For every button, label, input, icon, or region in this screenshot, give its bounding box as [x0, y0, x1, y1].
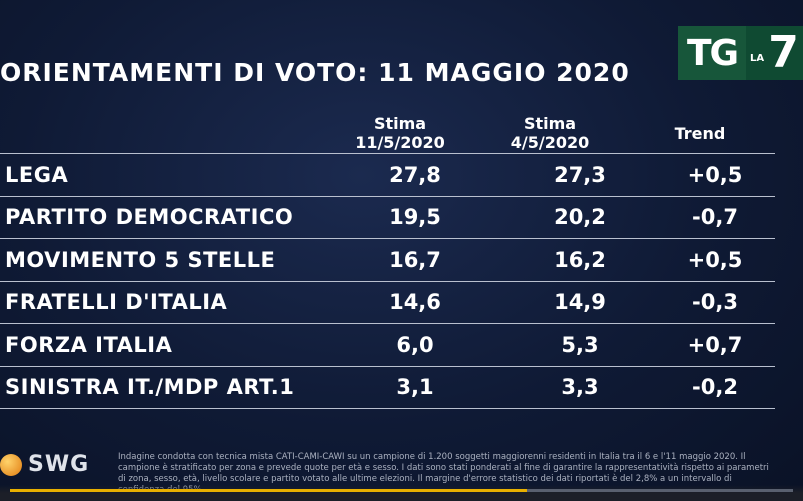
estimate-current: 27,8	[389, 162, 441, 187]
trend-value: -0,2	[692, 375, 738, 400]
trend-value: -0,3	[692, 290, 738, 315]
swg-logo-text: SWG	[28, 452, 90, 477]
estimate-previous: 16,2	[554, 247, 606, 272]
party-name: PARTITO DEMOCRATICO	[5, 205, 294, 230]
video-control-bar	[0, 485, 803, 501]
estimate-current: 19,5	[389, 205, 441, 230]
poll-table: LEGA 27,8 27,3 +0,5 PARTITO DEMOCRATICO …	[0, 153, 775, 409]
table-row: MOVIMENTO 5 STELLE 16,7 16,2 +0,5	[0, 238, 775, 282]
party-name: LEGA	[5, 162, 69, 187]
estimate-current: 3,1	[396, 375, 434, 400]
header-trend: Trend	[674, 124, 726, 143]
video-progress-fill	[10, 489, 527, 492]
estimate-previous: 20,2	[554, 205, 606, 230]
trend-value: +0,5	[687, 247, 743, 272]
table-row: FRATELLI D'ITALIA 14,6 14,9 -0,3	[0, 281, 775, 324]
estimate-current: 16,7	[389, 247, 441, 272]
table-row: SINISTRA IT./MDP ART.1 3,1 3,3 -0,2	[0, 366, 775, 409]
table-row: PARTITO DEMOCRATICO 19,5 20,2 -0,7	[0, 196, 775, 239]
tg-la7-logo: TG LA 7	[678, 26, 803, 80]
header-stima-previous-line1: Stima	[523, 114, 577, 133]
estimate-previous: 27,3	[554, 162, 606, 187]
estimate-previous: 5,3	[561, 332, 599, 357]
trend-value: +0,7	[687, 332, 743, 357]
header-stima-current-line2: 11/5/2020	[355, 133, 445, 152]
estimate-previous: 3,3	[561, 375, 599, 400]
header-stima-current-line1: Stima	[373, 114, 427, 133]
estimate-current: 6,0	[396, 332, 434, 357]
party-name: FORZA ITALIA	[5, 332, 173, 357]
table-row: FORZA ITALIA 6,0 5,3 +0,7	[0, 323, 775, 367]
party-name: MOVIMENTO 5 STELLE	[5, 247, 276, 272]
header-stima-previous-line2: 4/5/2020	[510, 133, 590, 152]
swg-sun-icon	[0, 453, 22, 476]
table-row: LEGA 27,8 27,3 +0,5	[0, 153, 775, 197]
la7-seven-text: 7	[768, 27, 799, 78]
la7-la-text: LA	[750, 53, 765, 64]
video-progress-bar[interactable]	[10, 489, 793, 492]
page-title: ORIENTAMENTI DI VOTO: 11 MAGGIO 2020	[0, 58, 630, 87]
party-name: SINISTRA IT./MDP ART.1	[5, 375, 295, 400]
swg-logo: SWG	[0, 452, 89, 477]
trend-value: +0,5	[687, 162, 743, 187]
party-name: FRATELLI D'ITALIA	[5, 290, 228, 315]
estimate-current: 14,6	[389, 290, 441, 315]
header-stima-current: Stima 11/5/2020	[340, 114, 460, 152]
la7-logo-mark: LA 7	[746, 26, 803, 80]
trend-value: -0,7	[692, 205, 738, 230]
estimate-previous: 14,9	[554, 290, 606, 315]
header-stima-previous: Stima 4/5/2020	[490, 114, 610, 152]
tg-logo-mark: TG	[678, 26, 746, 80]
